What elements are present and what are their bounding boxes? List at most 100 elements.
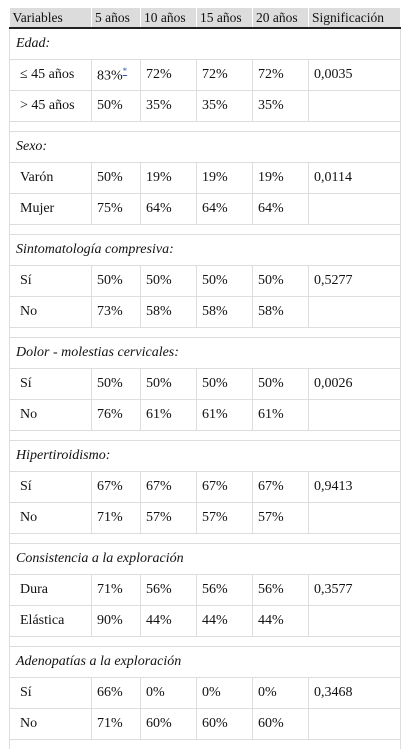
value-cell: 50% [196, 265, 253, 297]
data-row: Mujer 75% 64% 64% 64% [9, 193, 401, 225]
value-cell: 44% [140, 605, 197, 637]
value-cell: 50% [196, 368, 253, 400]
data-row: Dura 71% 56% 56% 56% 0,3577 [9, 574, 401, 606]
value: 61% [146, 407, 172, 422]
data-row: No 76% 61% 61% 61% [9, 399, 401, 431]
value: 0% [146, 685, 165, 700]
row-label: Sí [9, 471, 92, 503]
value-cell: 57% [252, 502, 309, 534]
value-cell: 50% [91, 368, 141, 400]
group-row: Dolor - molestias cervicales: [9, 337, 401, 369]
data-row: No 71% 60% 60% 60% [9, 708, 401, 740]
value: 50% [202, 376, 228, 391]
value: 50% [258, 376, 284, 391]
value: 35% [258, 98, 284, 113]
significance: 0,0026 [308, 368, 401, 400]
group-title: Edad: [9, 27, 401, 60]
value: 60% [146, 716, 172, 731]
spacer-cell [9, 739, 401, 749]
value-cell: 72% [196, 59, 253, 91]
value: 61% [202, 407, 228, 422]
spacer-cell [9, 224, 401, 235]
significance: 0,3577 [308, 574, 401, 606]
value: 73% [97, 304, 123, 319]
value: 56% [146, 582, 172, 597]
spacer-cell [9, 327, 401, 338]
empty-cell [308, 502, 401, 534]
value: 60% [202, 716, 228, 731]
header-cell: Significación [308, 8, 401, 29]
value: 19% [258, 170, 284, 185]
value-cell: 50% [140, 368, 197, 400]
value: 50% [146, 273, 172, 288]
value-cell: 67% [196, 471, 253, 503]
value: 19% [202, 170, 228, 185]
value: 50% [97, 273, 123, 288]
data-row: Sí 66% 0% 0% 0% 0,3468 [9, 677, 401, 709]
header-cell: 10 años [140, 8, 197, 29]
significance: 0,3468 [308, 677, 401, 709]
value: 50% [146, 376, 172, 391]
value-cell: 57% [196, 502, 253, 534]
value-cell: 56% [252, 574, 309, 606]
value-cell: 44% [252, 605, 309, 637]
row-label: Elástica [9, 605, 92, 637]
value: 75% [97, 201, 123, 216]
value-cell: 19% [252, 162, 309, 194]
value: 67% [258, 479, 284, 494]
value-cell: 76% [91, 399, 141, 431]
value-cell: 64% [252, 193, 309, 225]
value-cell: 64% [140, 193, 197, 225]
spacer-row [9, 224, 401, 235]
value-cell: 67% [252, 471, 309, 503]
header-cell: Variables [9, 8, 92, 29]
data-row: Sí 67% 67% 67% 67% 0,9413 [9, 471, 401, 503]
value-cell: 60% [196, 708, 253, 740]
row-label: No [9, 502, 92, 534]
header-cell: 5 años [91, 8, 141, 29]
value-cell: 0% [196, 677, 253, 709]
value: 72% [146, 67, 172, 82]
value-cell: 71% [91, 502, 141, 534]
spacer-cell [9, 636, 401, 647]
group-row: Sintomatología compresiva: [9, 234, 401, 266]
value-cell: 58% [196, 296, 253, 328]
spacer-row [9, 739, 401, 749]
value: 76% [97, 407, 123, 422]
value: 58% [146, 304, 172, 319]
group-title: Dolor - molestias cervicales: [9, 337, 401, 369]
data-row: Sí 50% 50% 50% 50% 0,5277 [9, 265, 401, 297]
row-label: Sí [9, 265, 92, 297]
value-cell: 50% [91, 90, 141, 122]
value-cell: 44% [196, 605, 253, 637]
value-cell: 71% [91, 708, 141, 740]
row-label: > 45 años [9, 90, 92, 122]
value-cell: 0% [252, 677, 309, 709]
row-label: No [9, 296, 92, 328]
value-cell: 71% [91, 574, 141, 606]
significance: 0,0035 [308, 59, 401, 91]
value: 57% [146, 510, 172, 525]
value: 58% [258, 304, 284, 319]
value: 56% [258, 582, 284, 597]
value-cell: 75% [91, 193, 141, 225]
footnote-link[interactable]: * [122, 65, 128, 76]
spacer-row [9, 327, 401, 338]
row-label: Mujer [9, 193, 92, 225]
spacer-cell [9, 430, 401, 441]
value: 44% [202, 613, 228, 628]
value-cell: 35% [196, 90, 253, 122]
value: 56% [202, 582, 228, 597]
value-cell: 56% [140, 574, 197, 606]
value-cell: 50% [140, 265, 197, 297]
value: 67% [202, 479, 228, 494]
value: 64% [258, 201, 284, 216]
data-row: Varón 50% 19% 19% 19% 0,0114 [9, 162, 401, 194]
value-cell: 61% [140, 399, 197, 431]
value: 64% [202, 201, 228, 216]
value-cell: 66% [91, 677, 141, 709]
value-cell: 90% [91, 605, 141, 637]
value-cell: 0% [140, 677, 197, 709]
empty-cell [308, 296, 401, 328]
value-cell: 67% [91, 471, 141, 503]
